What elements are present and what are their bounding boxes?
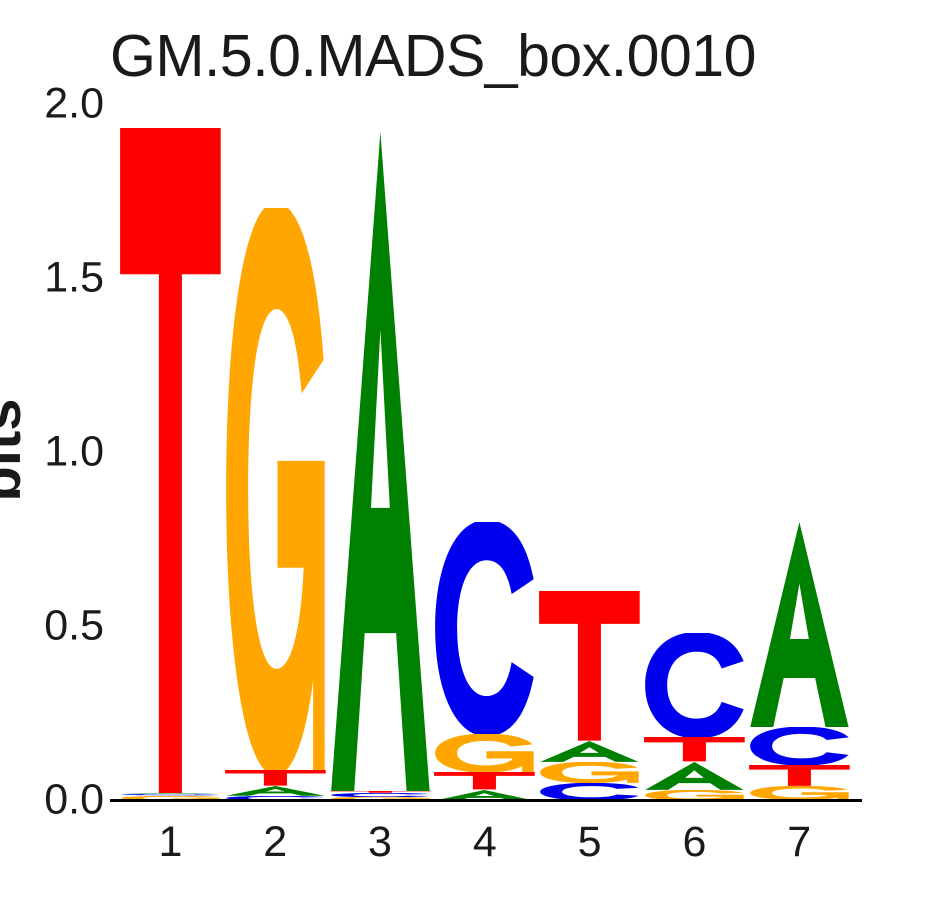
y-axis-tick-label: 0.5 <box>44 601 104 650</box>
x-axis-tick-label-3: 3 <box>368 818 392 866</box>
y-axis-tick-label: 0.0 <box>44 775 104 824</box>
logo-stack-2[interactable] <box>223 104 328 800</box>
logo-stack-4[interactable] <box>432 104 537 800</box>
logo-letter-C <box>223 795 328 800</box>
logo-letter-A <box>432 789 537 800</box>
x-axis-tick-label-2: 2 <box>263 818 288 866</box>
logo-letter-A <box>642 761 747 790</box>
logo-letter-A <box>537 740 642 762</box>
logo-letter-G <box>432 733 537 773</box>
logo-letter-A <box>747 521 852 727</box>
y-axis-tick-label: 2.0 <box>44 79 104 128</box>
logo-stack-7[interactable] <box>747 104 852 800</box>
logo-letter-G <box>537 761 642 783</box>
page-title: GM.5.0.MADS_box.0010 <box>110 23 756 89</box>
logo-letter-A <box>223 786 328 796</box>
x-axis-tick-label-4: 4 <box>472 818 497 866</box>
x-axis-baseline <box>110 799 862 802</box>
x-axis-tick-label-5: 5 <box>577 818 602 866</box>
x-axis-tick-label-7: 7 <box>787 818 812 866</box>
logo-letter-G <box>642 789 747 800</box>
logo-letter-G <box>747 786 852 800</box>
logo-letter-T <box>642 737 747 762</box>
logo-stack-5[interactable] <box>537 104 642 800</box>
logo-letter-C <box>747 726 852 766</box>
logo-letter-T <box>747 765 852 787</box>
logo-letter-A <box>328 131 433 792</box>
logo-letter-T <box>118 128 223 794</box>
logo-letter-A <box>118 793 223 795</box>
logo-stack-3[interactable] <box>328 104 433 800</box>
logo-stack-6[interactable] <box>642 104 747 800</box>
logo-letter-C <box>642 632 747 738</box>
logo-letter-C <box>432 521 537 734</box>
logo-letter-C <box>328 793 433 798</box>
logo-letter-T <box>537 591 642 741</box>
logo-letter-T <box>432 772 537 790</box>
y-axis-tick-label: 1.5 <box>44 253 104 302</box>
logo-letter-T <box>223 770 328 787</box>
x-axis-tick-label-1: 1 <box>158 818 183 866</box>
logo-letter-C <box>118 794 223 796</box>
logo-letter-T <box>328 791 433 794</box>
logo-letter-G <box>118 795 223 800</box>
x-axis-tick-label-6: 6 <box>682 818 707 866</box>
y-axis-tick-group: 2.0 1.5 1.0 0.5 0.0 <box>0 0 104 900</box>
logo-stack-1[interactable] <box>118 104 223 800</box>
logo-letter-G <box>223 208 328 771</box>
logo-letter-C <box>537 782 642 800</box>
logo-plot-area <box>118 104 852 800</box>
y-axis-tick-label: 1.0 <box>44 427 104 476</box>
